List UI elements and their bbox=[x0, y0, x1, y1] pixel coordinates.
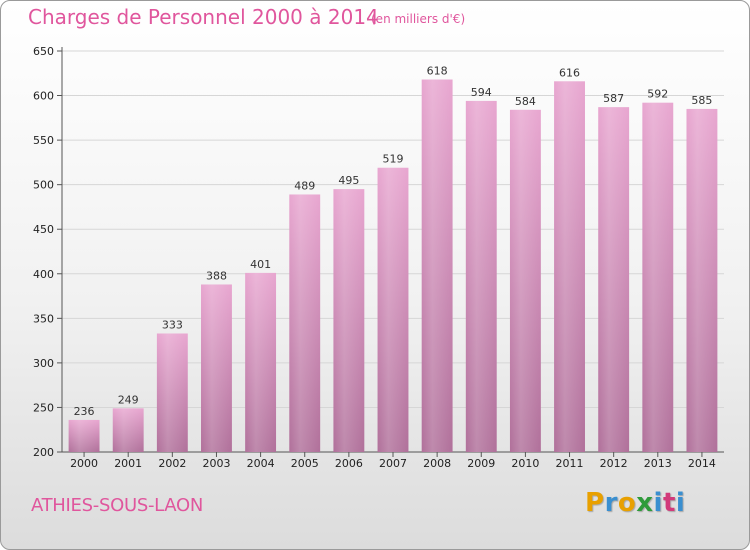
bar-sheen bbox=[201, 284, 232, 452]
bar-sheen bbox=[289, 194, 321, 453]
y-tick-label: 400 bbox=[33, 268, 54, 281]
x-tick-label: 2013 bbox=[644, 457, 672, 470]
bar-value-label: 388 bbox=[206, 269, 227, 282]
y-tick-label: 600 bbox=[33, 90, 54, 103]
bar-sheen bbox=[509, 109, 541, 453]
bar-value-label: 592 bbox=[647, 88, 668, 101]
bar-value-label: 519 bbox=[383, 153, 404, 166]
bar-value-label: 584 bbox=[515, 95, 536, 108]
bar-value-label: 616 bbox=[559, 66, 580, 79]
y-tick-label: 650 bbox=[33, 45, 54, 58]
x-tick-label: 2007 bbox=[379, 457, 407, 470]
bar-value-label: 401 bbox=[250, 258, 271, 271]
x-tick-label: 2003 bbox=[202, 457, 230, 470]
y-tick-label: 550 bbox=[33, 134, 54, 147]
bar-sheen bbox=[333, 189, 365, 452]
bar-sheen bbox=[598, 107, 630, 452]
x-tick-label: 2011 bbox=[556, 457, 584, 470]
bars bbox=[68, 79, 718, 453]
logo-letter: P bbox=[585, 488, 605, 518]
logo-letter: i bbox=[675, 488, 686, 518]
bar-value-label: 489 bbox=[294, 179, 315, 192]
bar-sheen bbox=[554, 81, 585, 452]
logo-letter: i bbox=[653, 488, 663, 518]
x-tick-label: 2012 bbox=[600, 457, 628, 470]
x-tick-label: 2006 bbox=[335, 457, 363, 470]
logo-letter: t bbox=[662, 488, 676, 518]
x-tick-label: 2005 bbox=[291, 457, 319, 470]
y-tick-label: 200 bbox=[33, 446, 54, 459]
bar-sheen bbox=[245, 272, 277, 452]
bar-value-label: 587 bbox=[603, 92, 624, 105]
bar-value-label: 594 bbox=[471, 86, 492, 99]
axes: 200 250 300 350 400 450 500 550 600 650 2000 2001 20… bbox=[33, 45, 724, 470]
y-tick-label: 450 bbox=[33, 223, 54, 236]
y-tick-label: 350 bbox=[33, 312, 54, 325]
x-tick-label: 2001 bbox=[114, 457, 142, 470]
bar-sheen bbox=[686, 108, 718, 452]
chart-subtitle: (en milliers d'€) bbox=[371, 12, 466, 26]
bar-value-label: 585 bbox=[691, 94, 712, 107]
y-tick-label: 300 bbox=[33, 357, 54, 370]
bar-sheen bbox=[421, 79, 453, 452]
chart-title: Charges de Personnel 2000 à 2014 bbox=[28, 5, 379, 29]
proxiti-logo: Proxiti bbox=[585, 488, 685, 518]
commune-name: ATHIES-SOUS-LAON bbox=[31, 495, 204, 516]
x-tick-label: 2014 bbox=[688, 457, 716, 470]
x-tick-label: 2009 bbox=[467, 457, 495, 470]
logo-letter: x bbox=[636, 488, 654, 518]
x-tick-label: 2008 bbox=[423, 457, 451, 470]
x-tick-label: 2000 bbox=[70, 457, 98, 470]
x-tick-label: 2002 bbox=[158, 457, 186, 470]
bar-value-label: 495 bbox=[338, 174, 359, 187]
bar-value-label: 333 bbox=[162, 318, 183, 331]
labels: 236 249 333 388 401 489 495 519 618 594 584 616 587 5… bbox=[74, 65, 713, 418]
bar-sheen bbox=[68, 419, 100, 452]
bar-sheen bbox=[156, 333, 188, 452]
bar-sheen bbox=[377, 167, 409, 453]
bar-value-label: 236 bbox=[74, 405, 95, 418]
y-tick-label: 500 bbox=[33, 179, 54, 192]
logo-letter: r bbox=[604, 488, 618, 518]
bar-value-label: 249 bbox=[118, 393, 139, 406]
bar-value-label: 618 bbox=[427, 65, 448, 78]
logo-letter: o bbox=[617, 488, 637, 518]
bar-sheen bbox=[465, 100, 497, 452]
bar-sheen bbox=[112, 408, 144, 452]
y-tick-label: 250 bbox=[33, 401, 54, 414]
x-tick-label: 2010 bbox=[511, 457, 539, 470]
bar-sheen bbox=[642, 102, 674, 452]
x-tick-label: 2004 bbox=[247, 457, 275, 470]
